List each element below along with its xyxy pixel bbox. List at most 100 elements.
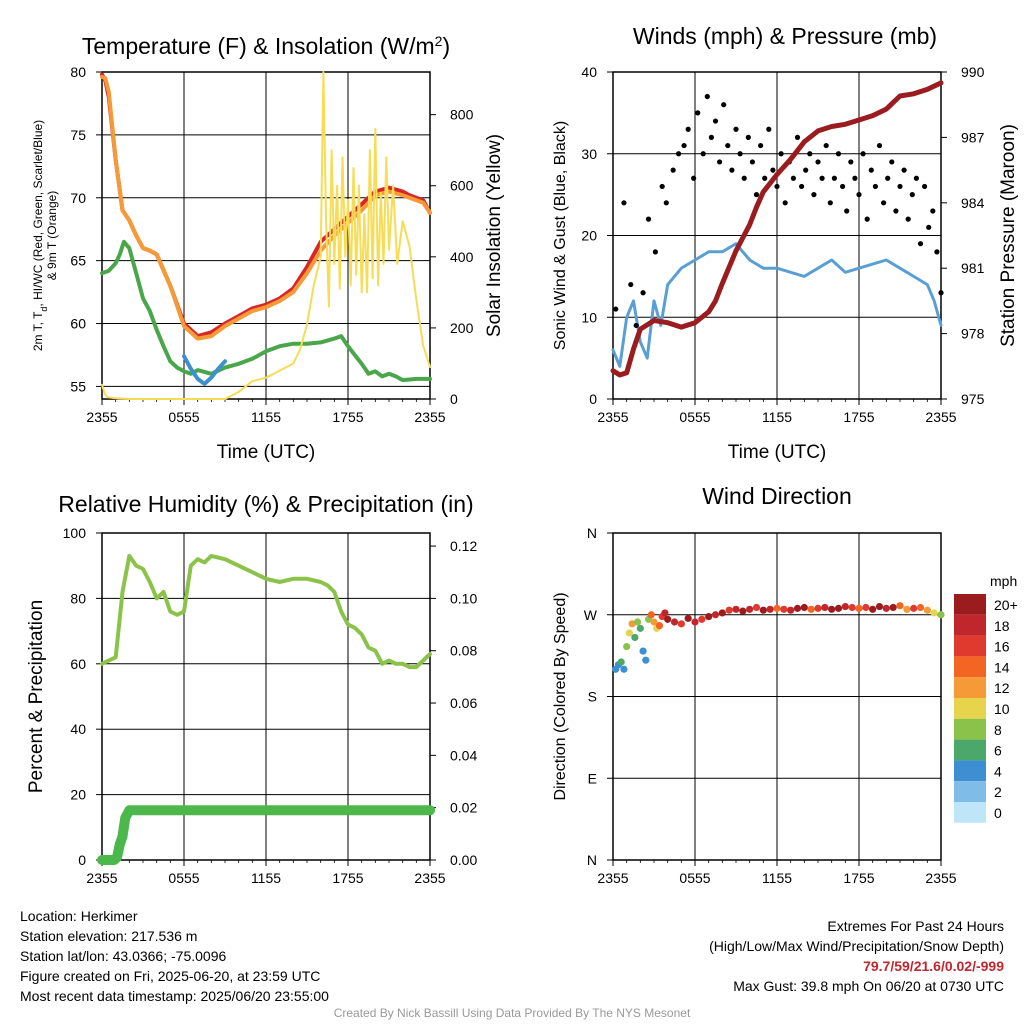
x-tick-label: 0555 — [679, 409, 710, 425]
direction-point — [746, 605, 754, 613]
gust-point — [749, 159, 756, 165]
direction-point — [930, 609, 938, 617]
direction-point — [691, 618, 699, 626]
y-axis-label: Sonic Wind & Gust (Blue, Black) — [552, 121, 569, 350]
gust-point — [885, 175, 891, 181]
gust-point — [628, 281, 634, 288]
x-tick-label: 0555 — [679, 870, 710, 886]
gust-point — [745, 134, 751, 140]
gust-point — [897, 183, 903, 190]
gust-point — [725, 142, 731, 149]
speed-legend: mph 20+ 18 16 14 12 10 8 6 4 2 0 — [954, 573, 1018, 823]
gust-point — [934, 249, 940, 255]
gust-point — [835, 151, 842, 157]
y-tick-label: 40 — [70, 721, 86, 737]
y2-tick-label: 800 — [450, 107, 474, 123]
y2-tick-label: 400 — [450, 249, 474, 265]
direction-point — [800, 603, 808, 612]
y2-tick-label: 0.12 — [450, 538, 477, 554]
gust-point — [766, 126, 772, 132]
y-tick-label: 75 — [70, 127, 86, 143]
gust-point — [685, 126, 691, 132]
direction-point — [937, 611, 945, 619]
legend-swatch — [954, 614, 986, 636]
gust-point — [848, 159, 854, 165]
gust-point — [640, 290, 646, 296]
direction-point — [834, 604, 843, 612]
panel-winds: 2355 0555 1155 1755 235501020304097597898198… — [552, 23, 1019, 463]
x-tick-label: 2355 — [414, 870, 445, 886]
direction-point — [766, 605, 774, 613]
gust-point — [741, 175, 747, 181]
x-axis-label: Time (UTC) — [728, 442, 827, 463]
legend-label: 14 — [994, 659, 1010, 675]
direction-point — [634, 618, 642, 626]
direction-point — [807, 605, 815, 613]
y2-tick-label: 0.00 — [450, 852, 477, 868]
x-tick-label: 2355 — [86, 409, 117, 425]
gust-point — [676, 151, 682, 157]
direction-point — [732, 605, 740, 613]
legend-swatch — [954, 739, 986, 761]
y-tick-label: 60 — [70, 316, 86, 332]
gust-point — [926, 224, 932, 230]
direction-point — [875, 602, 884, 611]
y-tick-label: 0 — [78, 852, 86, 868]
legend-swatch — [954, 802, 986, 823]
x-tick-label: 2355 — [86, 870, 117, 886]
direction-point — [855, 604, 863, 612]
station-info: Location: Herkimer Station elevation: 21… — [20, 906, 329, 1006]
recent-text: Most recent data timestamp: 2025/06/20 2… — [20, 988, 329, 1004]
gust-point — [876, 142, 883, 149]
y-tick-label: N — [587, 525, 597, 541]
y-tick-label: 30 — [581, 146, 597, 162]
legend-swatch — [954, 781, 986, 802]
gust-point — [938, 290, 944, 296]
direction-point — [821, 603, 829, 612]
gust-point — [659, 183, 665, 190]
gust-point — [811, 192, 817, 198]
y2-axis-label: Solar Insolation (Yellow) — [484, 134, 505, 337]
y-tick-label: 20 — [581, 228, 597, 244]
legend-label: 2 — [994, 784, 1002, 800]
sonic-wind-line — [611, 242, 943, 368]
gust-point — [774, 183, 780, 190]
latlon-text: Station lat/lon: 43.0366; -75.0096 — [20, 948, 227, 964]
y2-tick-label: 987 — [961, 129, 985, 145]
gust-point — [712, 118, 719, 124]
direction-point — [780, 605, 788, 613]
gust-point — [652, 249, 658, 255]
chart-title: Temperature (F) & Insolation (W/m2) — [82, 33, 450, 59]
direction-point — [793, 604, 802, 612]
gust-point — [633, 322, 639, 329]
y-tick-label: 20 — [70, 787, 86, 803]
gust-point — [704, 93, 710, 100]
x-tick-label: 2355 — [925, 409, 956, 425]
gust-point — [645, 216, 652, 222]
gust-point — [913, 175, 920, 181]
direction-point — [639, 647, 647, 655]
gust-point — [700, 151, 706, 157]
gust-point — [922, 183, 928, 190]
y2-tick-label: 0 — [450, 391, 458, 407]
gust-point — [790, 175, 797, 181]
gust-point — [823, 142, 829, 149]
direction-point — [882, 604, 890, 612]
gust-point — [815, 159, 821, 165]
extremes-info: Extremes For Past 24 Hours (High/Low/Max… — [709, 916, 1004, 996]
y-tick-label: 80 — [70, 64, 86, 80]
direction-point — [631, 633, 639, 642]
gust-point — [827, 200, 833, 206]
direction-point — [625, 629, 634, 637]
x-tick-label: 1755 — [843, 870, 874, 886]
panel-humidity: 2355 0555 1155 1755 23550204060801000.000.02… — [26, 491, 477, 886]
y-tick-label: 60 — [70, 656, 86, 672]
relative-humidity-line — [100, 553, 432, 670]
y-axis-label: Direction (Colored By Speed) — [552, 592, 569, 800]
gust-point — [729, 167, 735, 173]
y-axis-label-line2: & 9m T (Orange) — [45, 191, 59, 281]
direction-point — [739, 607, 747, 615]
gust-point — [613, 306, 619, 312]
y2-tick-label: 600 — [450, 178, 474, 194]
y-tick-label: W — [584, 607, 598, 623]
